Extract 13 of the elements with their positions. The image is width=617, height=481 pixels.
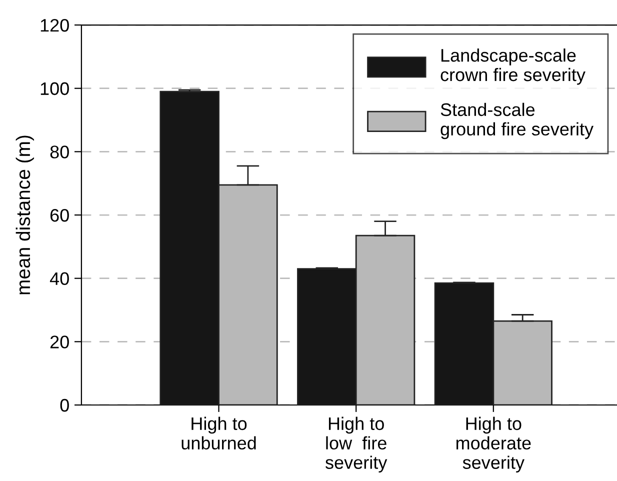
y-tick-label: 20: [50, 336, 69, 348]
x-tick-label: High to moderate severity: [456, 416, 531, 473]
y-tick-label: 0: [60, 398, 69, 412]
y-tick-label: 100: [40, 82, 69, 96]
y-tick-label: 60: [50, 208, 69, 222]
y-tick-label: 120: [40, 18, 69, 32]
y-axis-title: mean distance (m): [16, 136, 34, 294]
legend-label: Stand-scale ground fire severity: [440, 102, 594, 140]
x-tick-label: High to unburned: [182, 416, 256, 450]
legend-label: Landscape-scale crown fire severity: [440, 48, 586, 85]
y-tick-label: 40: [50, 272, 69, 286]
x-tick-label: High to low fire severity: [325, 416, 388, 473]
y-tick-label: 80: [50, 146, 69, 158]
